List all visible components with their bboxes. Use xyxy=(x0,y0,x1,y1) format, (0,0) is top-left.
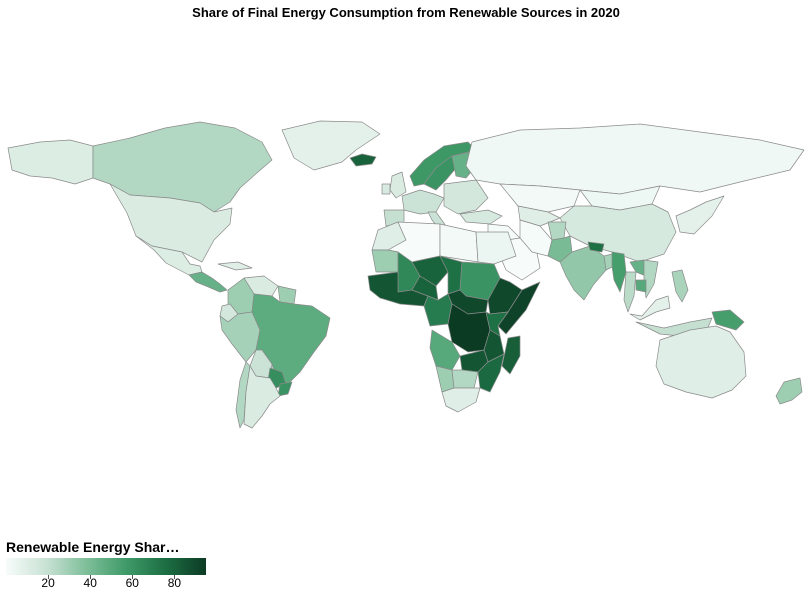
country-cambodia[interactable] xyxy=(635,279,647,293)
country-central-america[interactable] xyxy=(188,271,228,293)
legend-color-bar xyxy=(6,558,206,575)
country-argentina[interactable] xyxy=(243,365,281,429)
country-russia[interactable] xyxy=(465,123,805,195)
legend-tick-label: 20 xyxy=(41,576,55,590)
country-united-kingdom[interactable] xyxy=(389,171,407,199)
country-greenland[interactable] xyxy=(281,120,381,171)
country-vietnam[interactable] xyxy=(643,259,659,299)
country-myanmar[interactable] xyxy=(611,251,627,293)
country-madagascar[interactable] xyxy=(501,335,521,375)
country-new-zealand[interactable] xyxy=(775,377,803,405)
country-mauritania[interactable] xyxy=(371,249,399,273)
legend-tick-label: 60 xyxy=(125,576,139,590)
country-iceland[interactable] xyxy=(349,153,377,167)
country-caribbean[interactable] xyxy=(217,261,253,271)
country-malaysia[interactable] xyxy=(629,295,671,321)
country-brazil[interactable] xyxy=(251,293,331,385)
country-eastern-europe[interactable] xyxy=(443,179,489,215)
country-thailand[interactable] xyxy=(623,271,637,313)
legend-tick-mark xyxy=(132,575,134,579)
country-alaska[interactable] xyxy=(7,139,94,185)
legend-title: Renewable Energy Shar… xyxy=(6,539,180,555)
country-egypt[interactable] xyxy=(475,231,517,265)
country-guianas[interactable] xyxy=(277,285,297,305)
country-afghanistan[interactable] xyxy=(547,221,567,241)
country-niger[interactable] xyxy=(411,255,449,287)
country-papua-new-guinea[interactable] xyxy=(711,309,745,331)
country-korea-japan[interactable] xyxy=(675,195,725,235)
country-botswana[interactable] xyxy=(451,369,479,389)
country-uruguay[interactable] xyxy=(277,381,293,397)
country-western-europe[interactable] xyxy=(401,189,445,215)
country-south-africa[interactable] xyxy=(441,387,481,413)
country-namibia[interactable] xyxy=(435,365,455,393)
legend-tick-mark xyxy=(174,575,176,579)
country-india[interactable] xyxy=(559,245,607,301)
country-philippines[interactable] xyxy=(671,269,689,303)
chart-title: Share of Final Energy Consumption from R… xyxy=(192,5,620,20)
legend-tick-mark xyxy=(48,575,50,579)
country-libya[interactable] xyxy=(439,223,479,263)
country-turkey[interactable] xyxy=(459,209,503,225)
legend-tick-label: 80 xyxy=(167,576,182,590)
country-nepal[interactable] xyxy=(587,241,605,253)
legend-tick-mark xyxy=(90,575,92,579)
country-ireland[interactable] xyxy=(381,183,391,195)
country-mexico[interactable] xyxy=(135,235,203,276)
legend-tick-label: 40 xyxy=(83,576,97,590)
country-australia[interactable] xyxy=(655,325,747,399)
